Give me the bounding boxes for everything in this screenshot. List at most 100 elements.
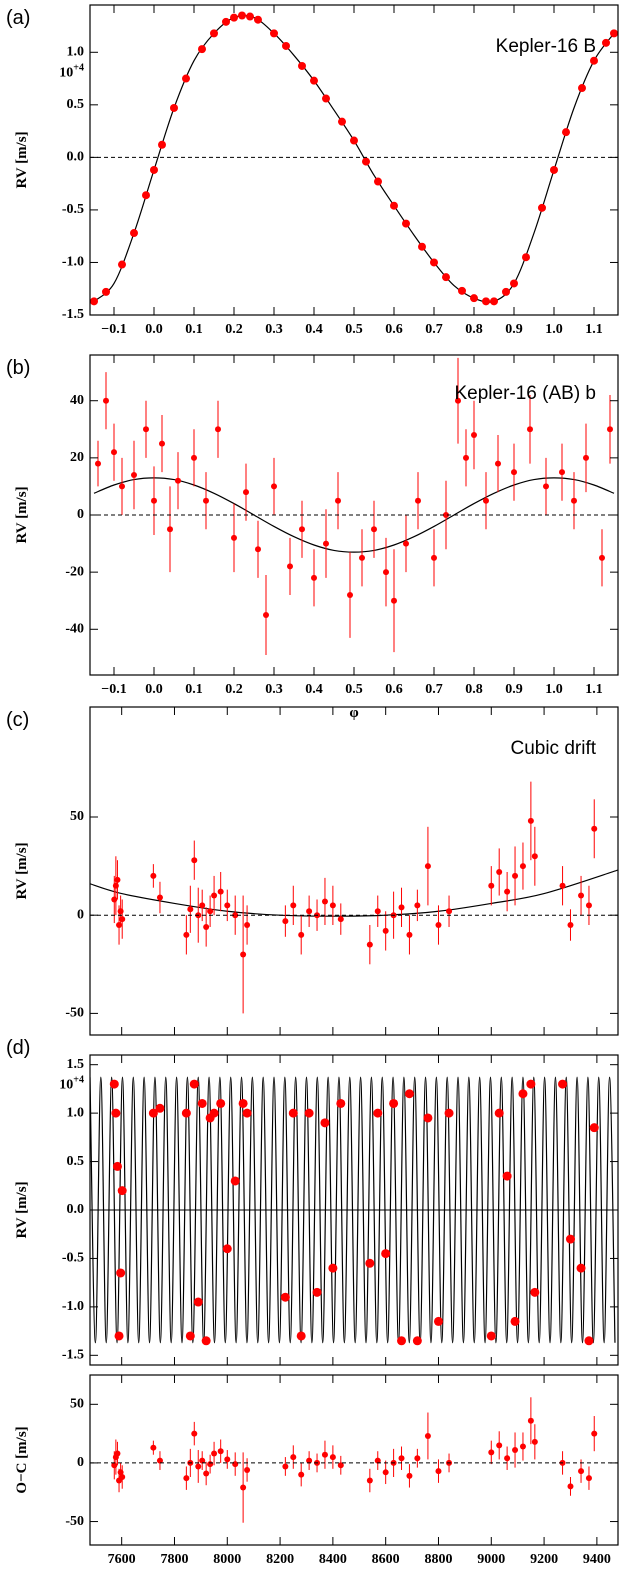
data-point xyxy=(418,242,426,251)
data-point xyxy=(288,1108,298,1118)
data-point xyxy=(142,191,150,200)
data-point xyxy=(490,297,498,306)
data-point xyxy=(290,902,297,909)
data-point xyxy=(311,574,317,581)
data-point xyxy=(463,454,469,461)
data-point xyxy=(255,546,261,553)
y-tick-label: -1.0 xyxy=(62,255,84,270)
data-point xyxy=(381,1249,391,1259)
data-point xyxy=(584,1336,594,1346)
data-point xyxy=(347,592,353,598)
y-tick-label: 50 xyxy=(70,809,84,824)
data-point xyxy=(576,1263,586,1273)
data-point xyxy=(150,872,157,879)
data-point xyxy=(270,29,278,38)
data-point xyxy=(310,76,318,85)
data-point xyxy=(159,440,165,447)
data-point xyxy=(335,497,341,504)
data-point xyxy=(430,258,438,267)
axis-multiplier: 10+4 xyxy=(59,1075,84,1093)
panel-label: (c) xyxy=(6,709,29,731)
data-point xyxy=(111,449,117,456)
data-point xyxy=(182,74,190,83)
y-tick-label: -50 xyxy=(65,1006,84,1021)
data-point xyxy=(350,136,358,145)
data-point xyxy=(382,927,389,934)
x-tick-label: 9400 xyxy=(583,1552,611,1567)
data-point xyxy=(328,1263,338,1273)
x-tick-label: 0.6 xyxy=(385,322,403,337)
panel xyxy=(93,357,615,655)
y-tick-label: -1.5 xyxy=(62,1348,84,1363)
data-point xyxy=(230,1176,240,1186)
panel xyxy=(111,1397,598,1523)
data-point xyxy=(102,287,110,296)
data-point xyxy=(282,918,289,925)
data-point xyxy=(538,203,546,212)
data-point xyxy=(567,922,574,929)
data-point xyxy=(197,1098,207,1108)
data-point xyxy=(366,1477,373,1484)
data-point xyxy=(116,922,123,929)
data-point xyxy=(143,426,149,433)
data-point xyxy=(483,497,489,504)
x-tick-label: 9000 xyxy=(477,1552,505,1567)
data-point xyxy=(329,1454,336,1461)
data-point xyxy=(412,1336,422,1346)
data-point xyxy=(433,1316,443,1326)
data-point xyxy=(199,1457,206,1464)
data-point xyxy=(211,892,218,899)
y-tick-label: 40 xyxy=(70,393,84,408)
data-point xyxy=(222,17,230,26)
data-point xyxy=(567,1483,574,1490)
data-point xyxy=(210,29,218,38)
x-tick-label: 8400 xyxy=(319,1552,347,1567)
plot-frame xyxy=(89,706,619,1036)
data-point xyxy=(482,297,490,306)
data-point xyxy=(156,894,163,901)
y-tick-label: -50 xyxy=(65,1514,84,1529)
data-point xyxy=(238,11,246,20)
panel xyxy=(90,11,618,306)
multiplier-exponent: +4 xyxy=(73,63,84,74)
y-tick-label: 0.0 xyxy=(67,1202,85,1217)
y-tick-label: 0 xyxy=(77,507,84,522)
data-point xyxy=(306,908,313,915)
data-point xyxy=(424,1432,431,1439)
data-point xyxy=(158,140,166,149)
data-point xyxy=(244,922,251,929)
data-point xyxy=(112,1161,122,1171)
data-point xyxy=(415,497,421,504)
data-point xyxy=(530,1287,540,1297)
data-point xyxy=(578,84,586,93)
data-point xyxy=(494,1108,504,1118)
data-point xyxy=(602,38,610,47)
data-point xyxy=(189,1079,199,1089)
data-point xyxy=(565,1234,575,1244)
data-point xyxy=(337,916,344,923)
data-point xyxy=(304,1108,314,1118)
data-point xyxy=(512,872,519,879)
data-point xyxy=(119,916,126,923)
x-tick-label: 1.1 xyxy=(585,682,603,697)
data-point xyxy=(406,931,413,938)
data-point xyxy=(365,1258,375,1268)
y-tick-label: -1.0 xyxy=(62,1299,84,1314)
panel-label: (a) xyxy=(6,7,30,29)
data-point xyxy=(282,41,290,50)
data-point xyxy=(232,912,239,919)
data-point xyxy=(585,902,592,909)
data-point xyxy=(150,1444,157,1451)
data-point xyxy=(338,117,346,126)
data-point xyxy=(312,1287,322,1297)
data-point xyxy=(148,1108,158,1118)
data-point xyxy=(109,1079,119,1089)
data-point xyxy=(240,951,247,958)
x-axis-label: φ xyxy=(349,705,358,721)
data-point xyxy=(398,1455,405,1462)
y-tick-label: 50 xyxy=(70,1397,84,1412)
data-point xyxy=(522,253,530,262)
data-point xyxy=(243,489,249,496)
model-curve xyxy=(93,15,615,303)
data-point xyxy=(502,287,510,296)
